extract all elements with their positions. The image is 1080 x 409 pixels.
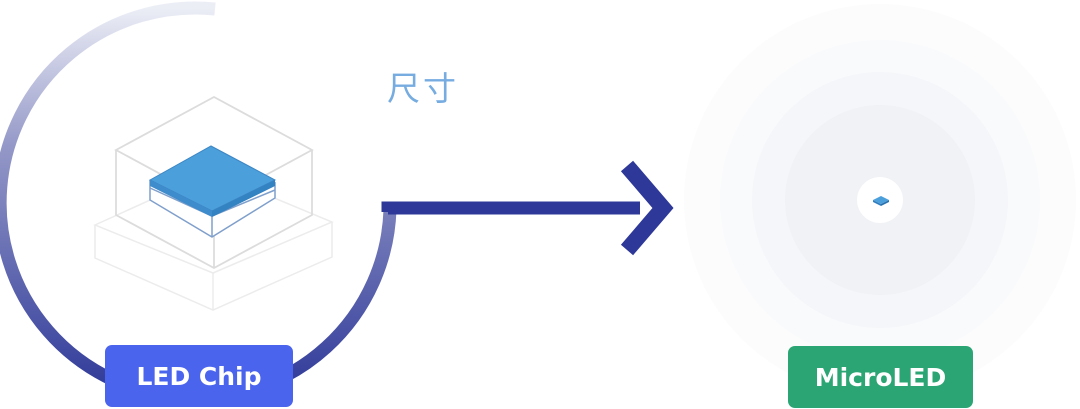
chip-body bbox=[148, 145, 277, 238]
led-chip-badge: LED Chip bbox=[105, 345, 293, 407]
size-caption: 尺寸 bbox=[387, 69, 459, 108]
size-arrow bbox=[381, 160, 674, 256]
micro-chip-icon bbox=[873, 196, 889, 206]
isometric-chip-icon bbox=[93, 95, 334, 311]
transition-arc bbox=[0, 1, 397, 405]
microled-badge: MicroLED bbox=[788, 346, 973, 408]
